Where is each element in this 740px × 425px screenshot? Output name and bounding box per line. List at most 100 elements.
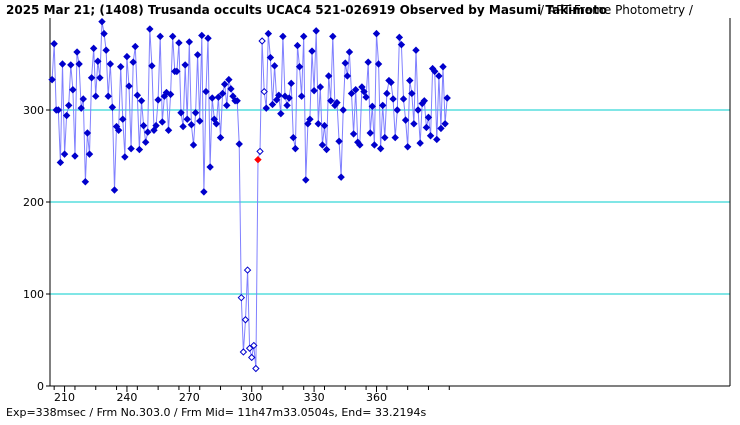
- lightcurve-line: [51, 21, 448, 369]
- data-point-hollow: [252, 364, 260, 373]
- data-point: [366, 129, 374, 137]
- data-point: [306, 115, 314, 123]
- y-tick-label: 100: [23, 288, 44, 301]
- data-point: [383, 89, 391, 98]
- data-point: [123, 52, 131, 61]
- data-point: [285, 94, 293, 102]
- data-point: [98, 17, 106, 26]
- data-point: [403, 143, 412, 151]
- data-point-hollow: [243, 266, 252, 274]
- data-point: [266, 53, 275, 62]
- data-point: [270, 62, 279, 70]
- data-point: [119, 115, 127, 123]
- data-point: [275, 91, 283, 99]
- data-point: [60, 150, 69, 158]
- data-point: [168, 32, 177, 41]
- data-point: [71, 152, 79, 160]
- data-point: [362, 93, 370, 101]
- data-point: [69, 86, 77, 94]
- data-point: [108, 103, 117, 111]
- data-point: [264, 29, 273, 38]
- data-point: [431, 67, 439, 76]
- data-point: [156, 32, 164, 41]
- data-point: [414, 106, 422, 114]
- data-point: [299, 32, 308, 41]
- data-point: [410, 120, 418, 128]
- data-point: [268, 100, 277, 109]
- data-point: [212, 120, 221, 128]
- data-point: [310, 86, 318, 95]
- data-points: [48, 17, 451, 373]
- data-point: [218, 89, 227, 98]
- data-point: [189, 141, 198, 149]
- data-point: [235, 140, 243, 148]
- data-point: [110, 186, 119, 194]
- data-point: [83, 129, 92, 137]
- data-point: [67, 61, 75, 69]
- data-point: [187, 121, 196, 129]
- data-point: [416, 139, 424, 147]
- data-point: [75, 60, 83, 68]
- data-point: [79, 95, 87, 103]
- data-point: [104, 92, 112, 100]
- data-point: [351, 86, 360, 94]
- data-point: [372, 29, 381, 38]
- y-tick-label: 0: [37, 380, 44, 393]
- data-point: [381, 133, 389, 142]
- data-point: [345, 48, 354, 56]
- data-point: [349, 130, 358, 138]
- chart-title: 2025 Mar 21; (1408) Trusanda occults UCA…: [6, 3, 607, 17]
- data-point: [391, 133, 399, 142]
- data-point: [202, 87, 210, 96]
- data-point: [135, 145, 144, 154]
- data-point: [94, 57, 102, 65]
- data-point: [318, 141, 327, 149]
- data-point-hollow: [258, 37, 266, 45]
- x-tick-labels: 210 240 270 300 330 360: [53, 386, 450, 404]
- y-tick-label: 200: [23, 196, 44, 209]
- data-point: [65, 101, 73, 110]
- data-point: [356, 141, 364, 149]
- data-point: [295, 63, 304, 71]
- x-tick-label: 240: [116, 391, 137, 404]
- data-point: [283, 101, 291, 110]
- data-point: [223, 101, 231, 110]
- data-point: [87, 74, 96, 82]
- data-point: [368, 102, 377, 111]
- data-point: [100, 29, 108, 38]
- data-point: [48, 75, 56, 84]
- data-point-highlight: [254, 155, 262, 164]
- data-point: [287, 79, 295, 88]
- data-point: [293, 41, 302, 50]
- data-point: [339, 106, 347, 114]
- data-point: [376, 144, 385, 153]
- data-point: [200, 188, 208, 196]
- data-point: [393, 106, 401, 114]
- grid-lines: [50, 109, 730, 295]
- data-point: [420, 97, 429, 105]
- data-point: [50, 40, 58, 48]
- data-point: [179, 122, 187, 131]
- data-point: [154, 96, 162, 104]
- data-point: [73, 48, 81, 56]
- data-point: [181, 61, 189, 69]
- chart-footer: Exp=338msec / Frm No.303.0 / Frm Mid= 11…: [6, 406, 426, 419]
- chart-subtitle: / APT-Frame Photometry /: [540, 3, 694, 17]
- data-point: [114, 126, 123, 134]
- y-tick-label: 300: [23, 104, 44, 117]
- data-point: [225, 75, 233, 84]
- data-point: [152, 121, 160, 130]
- data-point: [262, 104, 270, 112]
- data-point: [62, 111, 71, 120]
- data-point: [329, 32, 337, 41]
- data-point: [131, 42, 139, 51]
- data-point: [129, 58, 137, 66]
- data-point: [177, 109, 185, 117]
- data-point: [121, 153, 129, 161]
- data-point: [291, 144, 300, 153]
- data-point: [322, 145, 331, 154]
- data-point: [279, 32, 287, 41]
- data-point: [412, 46, 420, 54]
- data-point: [133, 91, 142, 99]
- data-point-hollow: [250, 341, 258, 350]
